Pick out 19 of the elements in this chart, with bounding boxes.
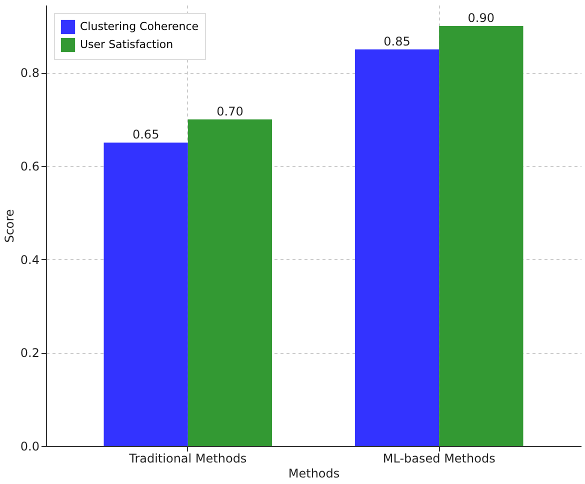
bar <box>354 49 440 446</box>
y-tick-label: 0.8 <box>20 66 40 80</box>
bar <box>188 119 272 446</box>
y-tick-label: 0.6 <box>20 160 40 174</box>
legend-label: User Satisfaction <box>80 38 174 51</box>
x-axis-title: Methods <box>288 466 340 480</box>
data-label: 0.85 <box>384 34 410 48</box>
data-label: 0.90 <box>468 11 495 25</box>
legend-label: Clustering Coherence <box>80 20 199 33</box>
bar <box>104 142 188 446</box>
data-label: 0.70 <box>216 104 244 118</box>
data-label: 0.65 <box>132 128 160 142</box>
y-tick-label: 0.2 <box>20 346 40 360</box>
x-tick-label: ML-based Methods <box>382 452 496 466</box>
y-tick-label: 0.4 <box>20 252 40 267</box>
bar <box>439 26 524 446</box>
x-tick-label: Traditional Methods <box>128 452 247 466</box>
y-axis-title: Score <box>2 209 16 243</box>
y-tick-label: 0.0 <box>20 440 40 454</box>
